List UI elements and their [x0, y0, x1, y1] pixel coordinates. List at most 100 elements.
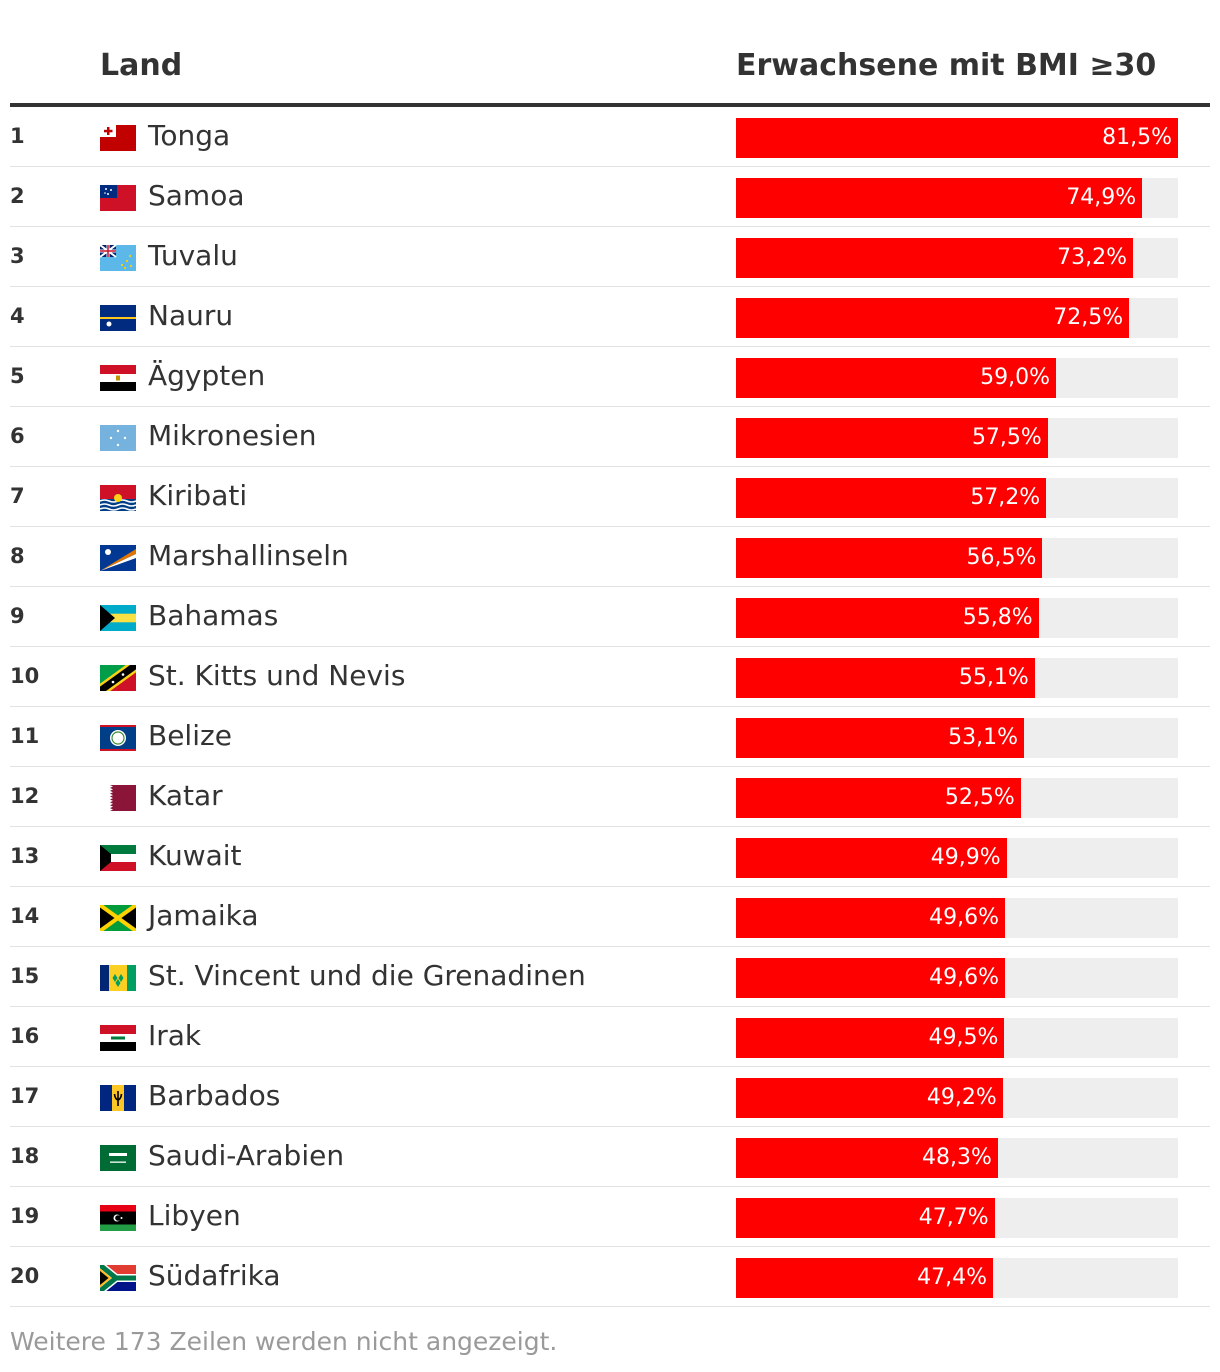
table-row: 12 Katar 52,5%: [10, 767, 1210, 827]
table-row: 14 Jamaika 49,6%: [10, 887, 1210, 947]
table-body: 1 Tonga 81,5% 2 Samoa 74,9% 3 Tuvalu 73,2% 4 Nauru…: [10, 107, 1210, 1307]
country-name: Bahamas: [148, 599, 279, 632]
qatar-flag-icon: [100, 785, 136, 811]
bar-value-label: 73,2%: [1057, 245, 1127, 270]
table-row: 6 Mikronesien 57,5%: [10, 407, 1210, 467]
saudi-arabia-flag-icon: [100, 1145, 136, 1171]
rank-label: 7: [10, 484, 25, 508]
bar-value-label: 81,5%: [1102, 125, 1172, 150]
jamaica-flag-icon: [100, 905, 136, 931]
bar-value-label: 48,3%: [922, 1145, 992, 1170]
country-name: Mikronesien: [148, 419, 317, 452]
bar-track: 47,4%: [736, 1258, 1178, 1298]
bar: 49,6%: [736, 898, 1005, 938]
country-name: Südafrika: [148, 1259, 281, 1292]
libya-flag-icon: [100, 1205, 136, 1231]
marshall-islands-flag-icon: [100, 545, 136, 571]
bar: 49,2%: [736, 1078, 1003, 1118]
rank-label: 6: [10, 424, 25, 448]
bar-value-label: 74,9%: [1066, 185, 1137, 210]
rank-label: 16: [10, 1024, 40, 1048]
country-name: Nauru: [148, 299, 234, 332]
bar: 81,5%: [736, 118, 1178, 158]
bar: 49,6%: [736, 958, 1005, 998]
rank-label: 20: [10, 1264, 40, 1288]
samoa-flag-icon: [100, 185, 136, 211]
rank-label: 1: [10, 124, 25, 148]
bar: 53,1%: [736, 718, 1024, 758]
bar-track: 57,2%: [736, 478, 1178, 518]
table-row: 7 Kiribati 57,2%: [10, 467, 1210, 527]
bar-track: 72,5%: [736, 298, 1178, 338]
hidden-rows-note: Weitere 173 Zeilen werden nicht angezeig…: [10, 1327, 558, 1356]
table-row: 13 Kuwait 49,9%: [10, 827, 1210, 887]
country-name: Barbados: [148, 1079, 281, 1112]
bar-track: 48,3%: [736, 1138, 1178, 1178]
bar-track: 49,6%: [736, 898, 1178, 938]
bar: 59,0%: [736, 358, 1056, 398]
bar-value-label: 55,1%: [958, 665, 1029, 690]
bar: 55,1%: [736, 658, 1035, 698]
micronesia-flag-icon: [100, 425, 136, 451]
table-row: 15 St. Vincent und die Grenadinen 49,6%: [10, 947, 1210, 1007]
bar-track: 55,1%: [736, 658, 1178, 698]
bar-value-label: 47,4%: [917, 1265, 988, 1290]
bar-track: 74,9%: [736, 178, 1178, 218]
country-name: Marshallinseln: [148, 539, 349, 572]
country-name: Irak: [148, 1019, 202, 1052]
bar: 48,3%: [736, 1138, 998, 1178]
table-row: 17 Barbados 49,2%: [10, 1067, 1210, 1127]
bar-track: 73,2%: [736, 238, 1178, 278]
bar-track: 81,5%: [736, 118, 1178, 158]
bar-value-label: 49,9%: [930, 845, 1001, 870]
bar-value-label: 57,2%: [970, 485, 1041, 510]
bar: 74,9%: [736, 178, 1143, 218]
table-row: 2 Samoa 74,9%: [10, 167, 1210, 227]
rank-label: 9: [10, 604, 25, 628]
bar-value-label: 49,6%: [929, 965, 999, 990]
column-header-value: Erwachsene mit BMI ≥30: [736, 48, 1157, 83]
rank-label: 8: [10, 544, 25, 568]
bar: 55,8%: [736, 598, 1039, 638]
rank-label: 19: [10, 1204, 40, 1228]
bar-track: 49,9%: [736, 838, 1178, 878]
rank-label: 17: [10, 1084, 40, 1108]
rank-label: 2: [10, 184, 25, 208]
bar-value-label: 49,6%: [929, 905, 999, 930]
table-row: 9 Bahamas 55,8%: [10, 587, 1210, 647]
table-row: 10 St. Kitts und Nevis 55,1%: [10, 647, 1210, 707]
bar-value-label: 49,2%: [926, 1085, 997, 1110]
bar: 73,2%: [736, 238, 1133, 278]
bar-value-label: 72,5%: [1053, 305, 1124, 330]
country-name: Saudi-Arabien: [148, 1139, 345, 1172]
table-row: 18 Saudi-Arabien 48,3%: [10, 1127, 1210, 1187]
rank-label: 14: [10, 904, 40, 928]
bar-value-label: 55,8%: [962, 605, 1033, 630]
rank-label: 3: [10, 244, 25, 268]
country-name: Belize: [148, 719, 232, 752]
country-name: St. Vincent und die Grenadinen: [148, 959, 586, 992]
south-africa-flag-icon: [100, 1265, 136, 1291]
belize-flag-icon: [100, 725, 136, 751]
bar: 56,5%: [736, 538, 1043, 578]
bar: 47,7%: [736, 1198, 995, 1238]
table-row: 8 Marshallinseln 56,5%: [10, 527, 1210, 587]
nauru-flag-icon: [100, 305, 136, 331]
saint-kitts-and-nevis-flag-icon: [100, 665, 136, 691]
table-row: 20 Südafrika 47,4%: [10, 1247, 1210, 1307]
country-name: Kiribati: [148, 479, 248, 512]
rank-label: 18: [10, 1144, 40, 1168]
bar-value-label: 52,5%: [944, 785, 1015, 810]
bar: 47,4%: [736, 1258, 994, 1298]
country-name: Kuwait: [148, 839, 242, 872]
bahamas-flag-icon: [100, 605, 136, 631]
kiribati-flag-icon: [100, 485, 136, 511]
bar-track: 53,1%: [736, 718, 1178, 758]
rank-label: 15: [10, 964, 40, 988]
bar-value-label: 57,5%: [971, 425, 1042, 450]
rank-label: 12: [10, 784, 40, 808]
bar: 49,9%: [736, 838, 1007, 878]
rank-label: 11: [10, 724, 40, 748]
country-name: Katar: [148, 779, 223, 812]
bar-track: 59,0%: [736, 358, 1178, 398]
